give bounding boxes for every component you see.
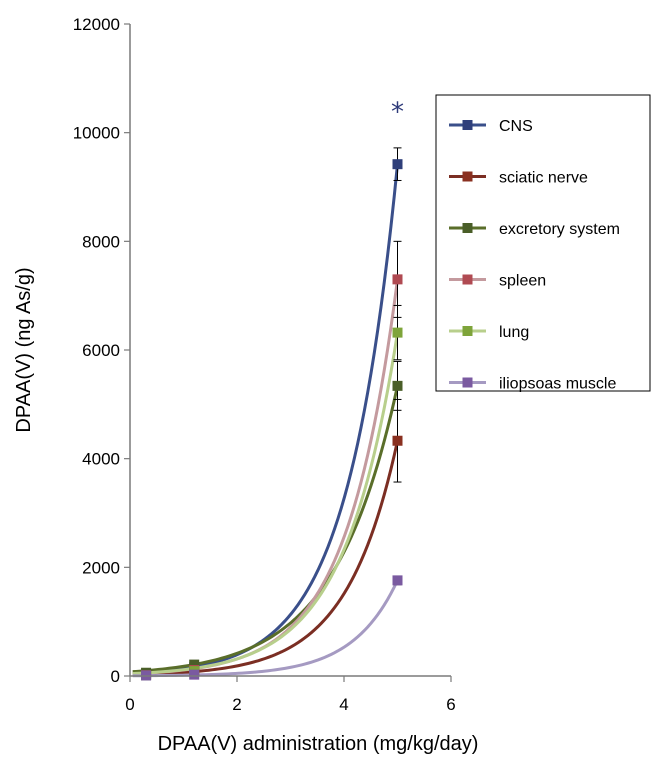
series-line bbox=[132, 579, 399, 678]
series-line bbox=[132, 164, 399, 675]
series-line bbox=[132, 279, 399, 676]
x-tick-label: 0 bbox=[125, 695, 134, 714]
data-point bbox=[392, 159, 403, 170]
data-point bbox=[392, 327, 403, 338]
y-tick-label: 12000 bbox=[73, 15, 120, 34]
data-point bbox=[189, 659, 200, 670]
legend-box bbox=[435, 94, 651, 392]
legend-swatch-marker bbox=[462, 274, 473, 285]
x-tick-label: 2 bbox=[232, 695, 241, 714]
legend-swatch-marker bbox=[462, 326, 473, 336]
x-ticks: 0 2 4 6 bbox=[125, 676, 456, 714]
legend-swatch-marker bbox=[462, 223, 473, 233]
x-axis-label: DPAA(V) administration (mg/kg/day) bbox=[158, 733, 479, 755]
y-tick-label: 6000 bbox=[82, 341, 120, 360]
legend-swatch-marker bbox=[462, 377, 473, 388]
series-line bbox=[132, 332, 399, 676]
series-line bbox=[132, 385, 399, 674]
y-tick-label: 8000 bbox=[82, 232, 120, 251]
x-tick-label: 4 bbox=[339, 695, 348, 714]
legend-label: CNS bbox=[499, 118, 533, 135]
legend-label: iliopsoas muscle bbox=[499, 376, 616, 393]
significance-asterisk: * bbox=[391, 97, 404, 127]
error-bars bbox=[393, 147, 402, 586]
data-point bbox=[392, 380, 403, 391]
series-line bbox=[132, 440, 399, 677]
y-tick-label: 2000 bbox=[82, 558, 120, 577]
legend-swatch-marker bbox=[462, 120, 473, 130]
legend-label: spleen bbox=[499, 273, 546, 290]
legend-label: lung bbox=[499, 324, 529, 341]
legend: CNS sciatic nerve excretory system spleen lu… bbox=[435, 94, 651, 393]
y-ticks: 0 2000 4000 6000 8000 10000 12000 bbox=[73, 15, 130, 686]
data-point bbox=[392, 274, 403, 285]
series-curves bbox=[132, 164, 399, 678]
legend-label: sciatic nerve bbox=[499, 170, 588, 187]
x-tick-label: 6 bbox=[446, 695, 455, 714]
legend-label: excretory system bbox=[499, 221, 620, 238]
y-tick-label: 10000 bbox=[73, 124, 120, 143]
data-point bbox=[189, 669, 200, 680]
data-point bbox=[392, 575, 403, 586]
y-tick-label: 0 bbox=[111, 667, 120, 686]
data-point bbox=[392, 435, 403, 446]
y-axis-label: DPAA(V) (ng As/g) bbox=[13, 267, 35, 432]
legend-swatch-marker bbox=[462, 171, 473, 182]
y-tick-label: 4000 bbox=[82, 450, 120, 469]
